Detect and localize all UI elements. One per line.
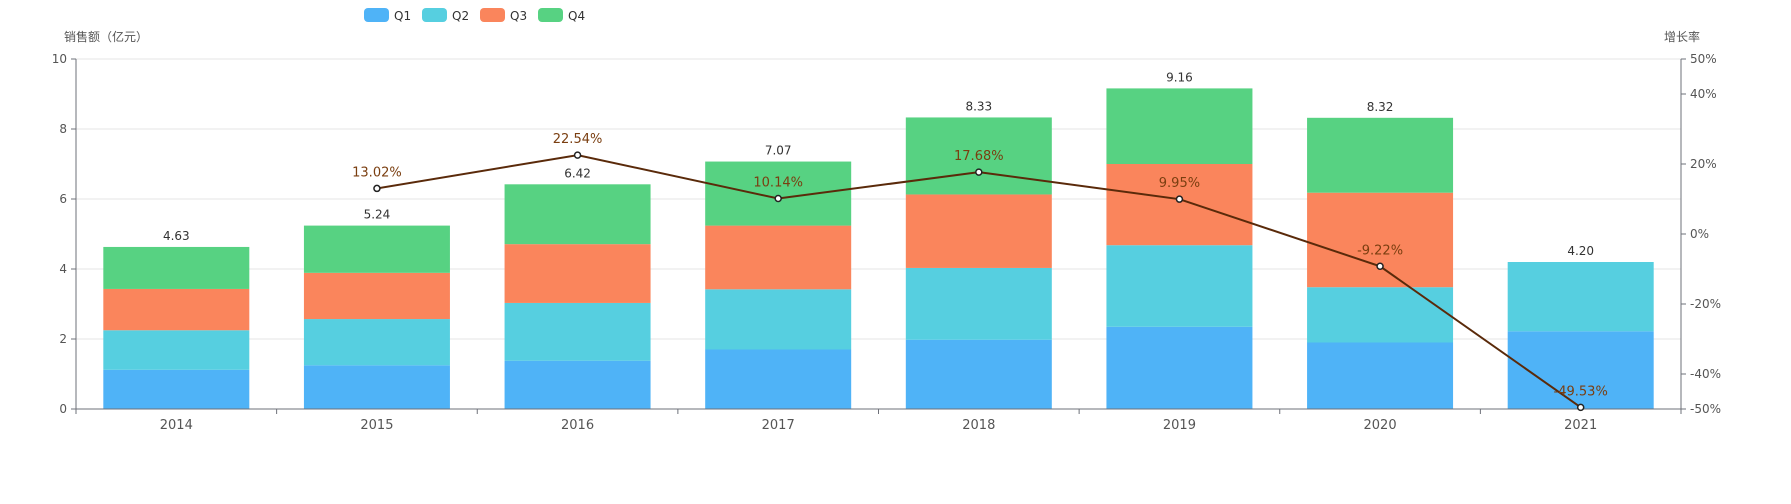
growth-label: 17.68% [954,149,1004,164]
left-tick-label: 6 [59,192,67,206]
bar-total-label: 6.42 [564,166,591,180]
bar-segment-q2 [1106,245,1253,327]
legend-item-q4: Q4 [538,8,585,23]
legend-label: Q1 [394,9,411,23]
bar-total-label: 8.32 [1367,100,1394,114]
x-tick-label: 2016 [561,418,594,433]
growth-label: 13.02% [352,165,402,180]
bar-segment-q4 [705,161,852,226]
bar-segment-q3 [303,272,450,320]
growth-point [1175,195,1184,203]
bar-segment-q3 [504,244,651,303]
bar-segment-q4 [905,117,1052,195]
bar-segment-q4 [103,246,250,289]
x-tick-label: 2020 [1364,418,1397,433]
bar-segment-q1 [905,339,1052,409]
bar-segment-q1 [1106,326,1253,409]
bar-segment-q1 [103,369,250,409]
legend-item-q1: Q1 [364,8,411,23]
bar-segment-q2 [905,267,1052,340]
bar-total-label: 8.33 [965,99,992,113]
bar-total-label: 5.24 [364,208,391,222]
x-tick-label: 2018 [962,418,995,433]
growth-point [573,151,582,159]
legend-swatch [422,8,447,22]
growth-point [975,168,983,176]
bar-segment-q1 [504,360,651,409]
bar-segment-q3 [705,225,852,290]
right-tick-label: 50% [1690,52,1717,66]
stacked-bars [103,88,1654,409]
right-tick-label: -50% [1690,402,1721,416]
bar-segment-q3 [103,288,250,331]
bar-total-label: 4.63 [163,229,190,243]
x-tick-label: 2019 [1163,418,1196,433]
bar-total-label: 9.16 [1166,70,1193,84]
legend: Q1 Q2 Q3 Q4 [364,8,585,23]
bar-segment-q4 [1106,88,1253,164]
right-axis-title: 增长率 [1664,29,1700,44]
growth-point [373,184,381,193]
bar-segment-q2 [705,289,852,350]
left-tick-label: 10 [52,52,67,66]
x-tick-label: 2021 [1564,418,1597,433]
legend-label: Q4 [568,9,585,23]
x-tick-label: 2014 [160,418,193,433]
x-tick-label: 2017 [762,418,795,433]
bar-segment-q2 [303,319,450,366]
growth-point [1376,262,1384,271]
growth-line-group: 13.02% 22.54% 10.14% 17.68% 9.95% -9.22% -49.5… [352,132,1608,412]
bar-segment-q4 [303,225,450,273]
legend-label: Q2 [452,9,469,23]
legend-swatch [480,8,505,22]
growth-label: 22.54% [553,132,603,147]
bar-segment-q2 [1307,287,1454,343]
bar-segment-q3 [1307,192,1454,288]
legend-label: Q3 [510,9,527,23]
x-tick-label: 2015 [360,418,393,433]
growth-point [774,194,782,203]
bar-segment-q2 [1507,262,1654,332]
growth-point [1576,403,1585,412]
bar-segment-q1 [1307,342,1454,409]
growth-label: 10.14% [753,176,803,191]
legend-swatch [538,8,563,22]
bar-segment-q2 [504,302,651,361]
left-tick-label: 0 [59,402,67,416]
bar-segment-q3 [905,194,1052,268]
bar-segment-q1 [705,349,852,409]
bar-segment-q4 [1307,117,1454,193]
growth-label: -9.22% [1357,243,1403,258]
left-tick-label: 4 [59,262,67,276]
right-tick-label: -40% [1690,367,1721,381]
right-tick-label: 0% [1690,227,1709,241]
left-tick-label: 2 [59,332,67,346]
right-tick-label: 20% [1690,157,1717,171]
legend-swatch [364,8,389,22]
bar-segment-q1 [303,365,450,409]
growth-label: -49.53% [1554,384,1608,399]
bar-total-label: 4.20 [1567,244,1594,258]
growth-label: 9.95% [1159,176,1200,191]
bar-total-label: 7.07 [765,144,792,158]
bar-segment-q1 [1507,331,1654,409]
legend-item-q2: Q2 [422,8,469,23]
right-tick-label: -20% [1690,297,1721,311]
legend-item-q3: Q3 [480,8,527,23]
left-axis-title: 销售额（亿元） [64,29,148,44]
bar-segment-q4 [504,184,651,245]
bar-segment-q3 [1106,164,1253,246]
left-tick-label: 8 [59,122,67,136]
right-tick-label: 40% [1690,87,1717,101]
axes: 2014 2015 2016 2017 2018 2019 2020 2021 0 2 4 6 8 10 -… [52,29,1721,433]
bar-segment-q2 [103,330,250,370]
data-labels: 4.63 5.24 6.42 7.07 8.33 9.16 8.32 4.20 [163,70,1594,258]
